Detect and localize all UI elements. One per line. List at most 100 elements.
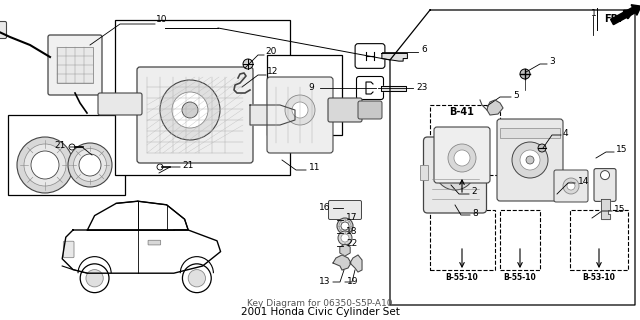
FancyBboxPatch shape xyxy=(434,127,490,183)
Text: 23: 23 xyxy=(416,84,428,92)
Circle shape xyxy=(74,148,106,181)
Text: 6: 6 xyxy=(421,45,427,54)
Text: 11: 11 xyxy=(309,164,321,172)
Polygon shape xyxy=(333,255,351,270)
Text: 20: 20 xyxy=(265,46,276,55)
FancyBboxPatch shape xyxy=(98,93,142,115)
Polygon shape xyxy=(88,201,188,230)
Polygon shape xyxy=(250,105,295,125)
FancyBboxPatch shape xyxy=(554,170,588,202)
Text: FR.: FR. xyxy=(604,14,622,24)
FancyBboxPatch shape xyxy=(594,169,616,201)
Text: 21: 21 xyxy=(182,161,193,170)
Circle shape xyxy=(339,220,351,232)
Circle shape xyxy=(435,150,475,190)
Circle shape xyxy=(454,150,470,166)
Circle shape xyxy=(79,154,101,176)
FancyBboxPatch shape xyxy=(355,44,385,68)
Bar xyxy=(430,105,500,175)
Text: B-55-10: B-55-10 xyxy=(504,274,536,283)
Text: 13: 13 xyxy=(319,277,330,286)
Circle shape xyxy=(450,165,460,175)
Polygon shape xyxy=(62,230,221,273)
Circle shape xyxy=(160,80,220,140)
Circle shape xyxy=(512,142,548,178)
Bar xyxy=(57,47,93,83)
Circle shape xyxy=(338,231,352,245)
Text: 4: 4 xyxy=(563,129,568,138)
Polygon shape xyxy=(600,199,609,219)
Text: 16: 16 xyxy=(319,204,330,212)
Circle shape xyxy=(68,143,112,187)
Circle shape xyxy=(285,95,315,125)
Circle shape xyxy=(567,182,575,190)
Circle shape xyxy=(538,144,546,152)
Circle shape xyxy=(24,144,66,186)
Text: 2: 2 xyxy=(471,188,477,196)
FancyBboxPatch shape xyxy=(328,201,362,220)
Text: 19: 19 xyxy=(347,277,358,286)
Text: 3: 3 xyxy=(549,58,555,67)
Text: 17: 17 xyxy=(346,213,358,222)
Circle shape xyxy=(86,269,103,287)
Text: 10: 10 xyxy=(156,15,168,25)
Bar xyxy=(115,20,290,175)
Text: 18: 18 xyxy=(346,227,358,236)
Circle shape xyxy=(526,156,534,164)
Text: 2001 Honda Civic Cylinder Set: 2001 Honda Civic Cylinder Set xyxy=(241,307,399,317)
FancyBboxPatch shape xyxy=(148,240,161,245)
Circle shape xyxy=(31,151,59,179)
Text: 21: 21 xyxy=(54,140,66,149)
Circle shape xyxy=(443,158,467,182)
Circle shape xyxy=(182,102,198,118)
Circle shape xyxy=(292,102,308,118)
Text: 14: 14 xyxy=(578,177,589,186)
Text: 8: 8 xyxy=(472,209,477,218)
Circle shape xyxy=(69,144,75,150)
FancyBboxPatch shape xyxy=(0,21,6,38)
Text: 5: 5 xyxy=(513,91,519,100)
FancyBboxPatch shape xyxy=(267,77,333,153)
Circle shape xyxy=(188,269,205,287)
Circle shape xyxy=(337,218,353,234)
Circle shape xyxy=(172,92,208,128)
Circle shape xyxy=(341,222,349,230)
FancyBboxPatch shape xyxy=(497,119,563,201)
Text: B-53-10: B-53-10 xyxy=(582,274,616,283)
Circle shape xyxy=(17,137,73,193)
Circle shape xyxy=(157,164,163,170)
Circle shape xyxy=(448,144,476,172)
Circle shape xyxy=(80,264,109,292)
Text: B-55-10: B-55-10 xyxy=(445,274,478,283)
Text: 15: 15 xyxy=(616,146,627,155)
Polygon shape xyxy=(487,100,503,115)
Bar xyxy=(430,210,495,270)
Circle shape xyxy=(600,171,609,180)
Text: B-41: B-41 xyxy=(449,107,474,117)
Text: 15: 15 xyxy=(614,204,625,213)
Bar xyxy=(419,165,428,180)
Bar xyxy=(500,128,560,138)
Circle shape xyxy=(182,264,211,292)
FancyBboxPatch shape xyxy=(424,137,486,213)
FancyBboxPatch shape xyxy=(63,241,74,258)
FancyBboxPatch shape xyxy=(356,76,383,100)
FancyArrow shape xyxy=(611,5,640,25)
FancyBboxPatch shape xyxy=(328,98,362,122)
Polygon shape xyxy=(381,85,406,91)
Text: 22: 22 xyxy=(346,239,357,249)
Bar xyxy=(267,55,342,135)
FancyBboxPatch shape xyxy=(48,35,102,95)
FancyBboxPatch shape xyxy=(358,101,382,119)
Text: Key Diagram for 06350-S5P-A10: Key Diagram for 06350-S5P-A10 xyxy=(247,299,393,308)
Polygon shape xyxy=(382,53,408,61)
Circle shape xyxy=(243,59,253,69)
Circle shape xyxy=(520,69,530,79)
Bar xyxy=(500,210,540,270)
Text: 1: 1 xyxy=(591,10,597,19)
Circle shape xyxy=(520,150,540,170)
Text: 12: 12 xyxy=(267,67,278,76)
Polygon shape xyxy=(350,255,362,272)
Bar xyxy=(570,210,628,270)
Circle shape xyxy=(563,178,579,194)
